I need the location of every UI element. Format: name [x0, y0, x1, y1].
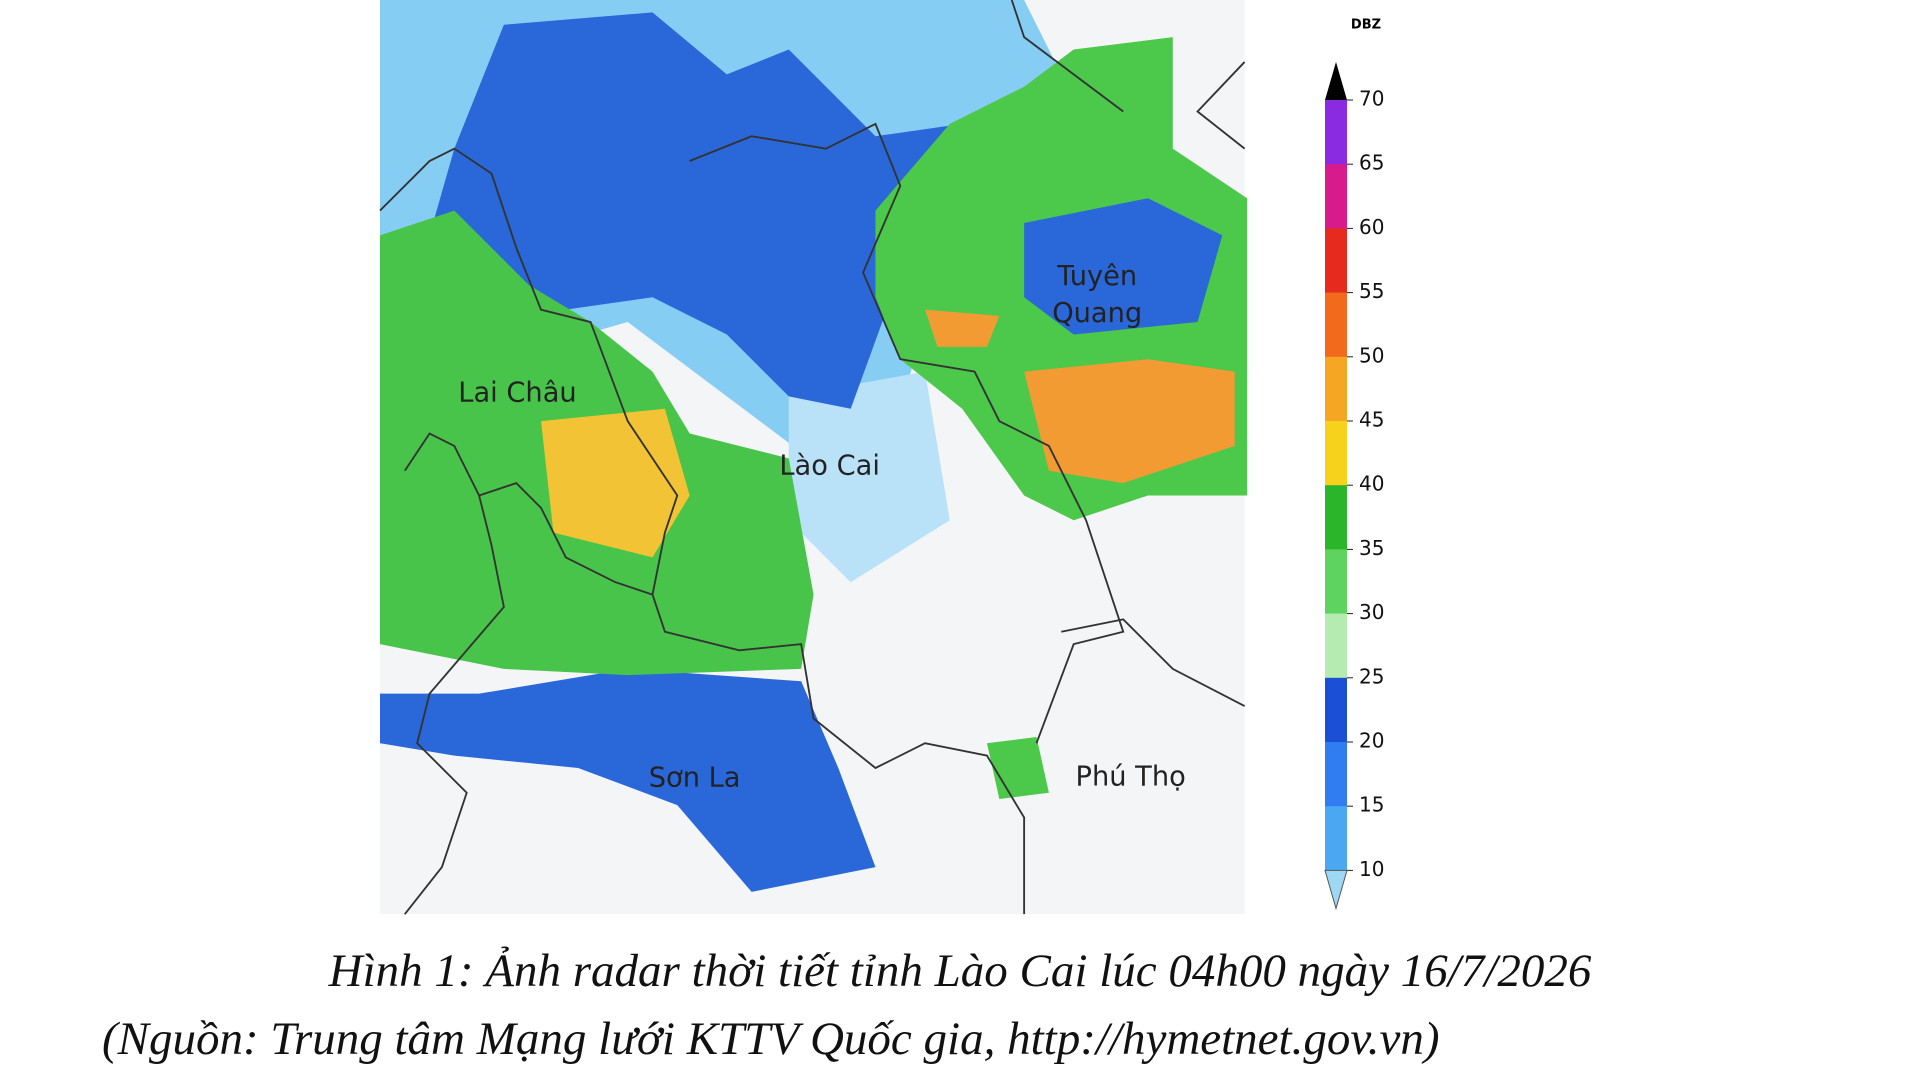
map-label: Quang: [1052, 298, 1142, 329]
map-label: Lai Châu: [458, 377, 576, 408]
echo-orange: [1024, 359, 1235, 484]
caption-line: (Nguồn: Trung tâm Mạng lưới KTTV Quốc gi…: [102, 1013, 1439, 1065]
colorbar-tick-label: 65: [1359, 151, 1384, 175]
colorbar-segment: [1325, 100, 1347, 165]
echo-blue: [380, 668, 876, 892]
radar-map: Lai Châu Lào Cai Tuyên Quang Sơn La Phú …: [379, 0, 1248, 915]
map-label: Tuyên: [1056, 261, 1137, 292]
map-label: Sơn La: [649, 763, 741, 794]
colorbar-extend-top: [1325, 62, 1347, 100]
province-borders: [379, 0, 1246, 915]
colorbar-segment: [1325, 164, 1347, 229]
colorbar-tick-label: 30: [1359, 600, 1384, 624]
echo-blue: [1024, 198, 1223, 335]
echo-green: [986, 737, 1049, 799]
echo-light-blue: [788, 371, 950, 583]
colorbar-tick-label: 15: [1359, 793, 1384, 817]
colorbar-segment: [1325, 228, 1347, 294]
colorbar-tick-label: 35: [1359, 536, 1384, 560]
colorbar-unit: DBZ: [1351, 18, 1381, 33]
colorbar: DBZ 70 65 60 55 50 45 40 35 30 25 20 15 10: [1324, 18, 1384, 911]
colorbar-segment: [1325, 356, 1347, 422]
colorbar-segment: [1325, 677, 1347, 743]
colorbar-tick-label: 55: [1359, 279, 1384, 303]
colorbar-tick-label: 25: [1359, 664, 1384, 688]
echo-yellow: [541, 408, 690, 558]
colorbar-segment: [1325, 742, 1347, 807]
map-label: Lào Cai: [779, 450, 880, 481]
colorbar-tick-label: 10: [1359, 857, 1384, 881]
echo-orange: [925, 309, 1000, 347]
colorbar-segment: [1325, 292, 1347, 358]
colorbar-tick-label: 50: [1359, 343, 1384, 367]
echo-blue: [429, 12, 963, 409]
map-label: Phú Thọ: [1076, 761, 1186, 792]
colorbar-segment: [1325, 549, 1347, 615]
colorbar-extend-bottom: [1324, 869, 1348, 911]
colorbar-tick-label: 60: [1359, 215, 1384, 239]
colorbar-tick-label: 45: [1359, 408, 1384, 432]
colorbar-segment: [1325, 485, 1347, 550]
caption-line: Hình 1: Ảnh radar thời tiết tỉnh Lào Cai…: [328, 945, 1592, 997]
colorbar-tick-label: 40: [1359, 472, 1384, 496]
colorbar-segment: [1325, 421, 1347, 486]
colorbar-tick-label: 20: [1359, 729, 1384, 753]
colorbar-tick-label: 70: [1359, 87, 1384, 111]
colorbar-segment: [1325, 806, 1347, 871]
colorbar-segment: [1325, 613, 1347, 679]
